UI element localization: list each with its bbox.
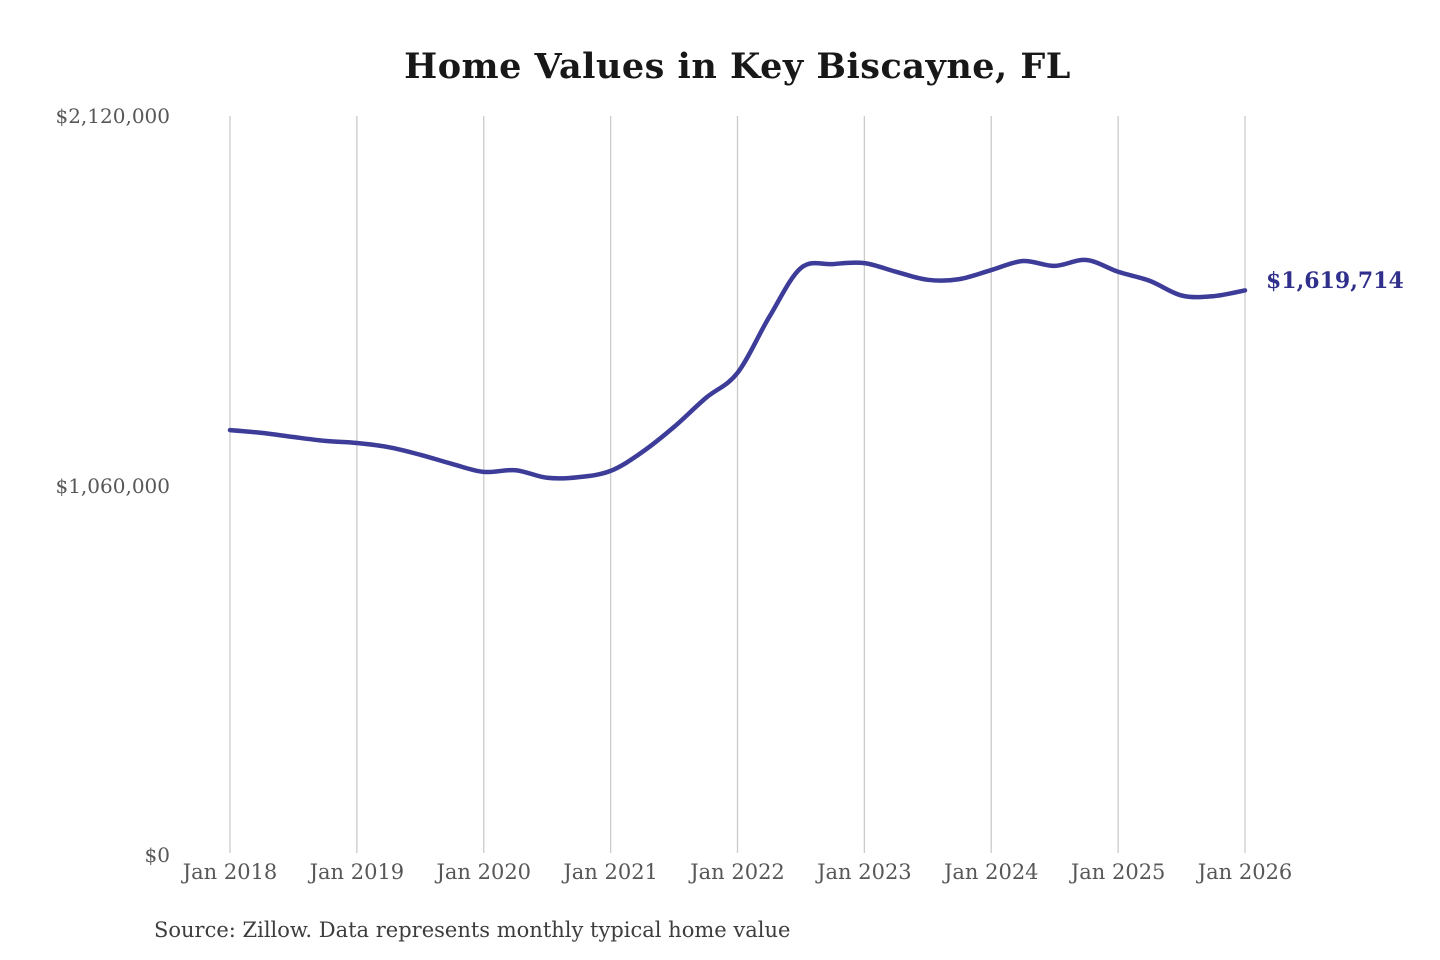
chart-title: Home Values in Key Biscayne, FL	[404, 46, 1071, 87]
y-axis-tick-label: $2,120,000	[55, 104, 170, 128]
x-axis-tick-label: Jan 2019	[309, 860, 405, 884]
x-axis-tick-label: Jan 2025	[1070, 860, 1166, 884]
x-axis-tick-label: Jan 2026	[1197, 860, 1293, 884]
home-value-line	[227, 257, 1248, 481]
x-axis-tick-label: Jan 2023	[817, 860, 912, 884]
x-axis-tick-label: Jan 2024	[943, 860, 1039, 884]
y-axis-tick-label: $0	[144, 843, 170, 867]
source-note: Source: Zillow. Data represents monthly …	[154, 918, 791, 942]
y-axis-tick-label: $1,060,000	[55, 473, 170, 498]
current-value-label: $1,619,714	[1266, 268, 1404, 294]
x-axis-tick-label: Jan 2020	[436, 860, 532, 884]
x-axis-tick-label: Jan 2021	[563, 860, 658, 884]
x-axis-tick-label: Jan 2022	[690, 860, 785, 884]
x-axis-tick-label: Jan 2018	[182, 860, 278, 884]
